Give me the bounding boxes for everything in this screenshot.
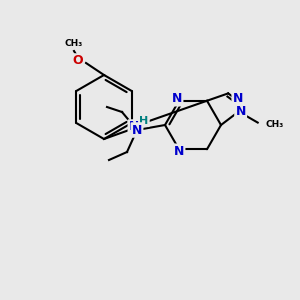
Text: N: N <box>129 121 139 134</box>
Text: CH₃: CH₃ <box>65 40 83 49</box>
Text: N: N <box>174 145 184 158</box>
Text: N: N <box>233 92 243 105</box>
Text: O: O <box>73 55 83 68</box>
Text: N: N <box>172 92 182 105</box>
Text: N: N <box>236 105 246 118</box>
Text: H: H <box>140 116 148 126</box>
Text: CH₃: CH₃ <box>266 120 284 129</box>
Text: N: N <box>132 124 142 136</box>
